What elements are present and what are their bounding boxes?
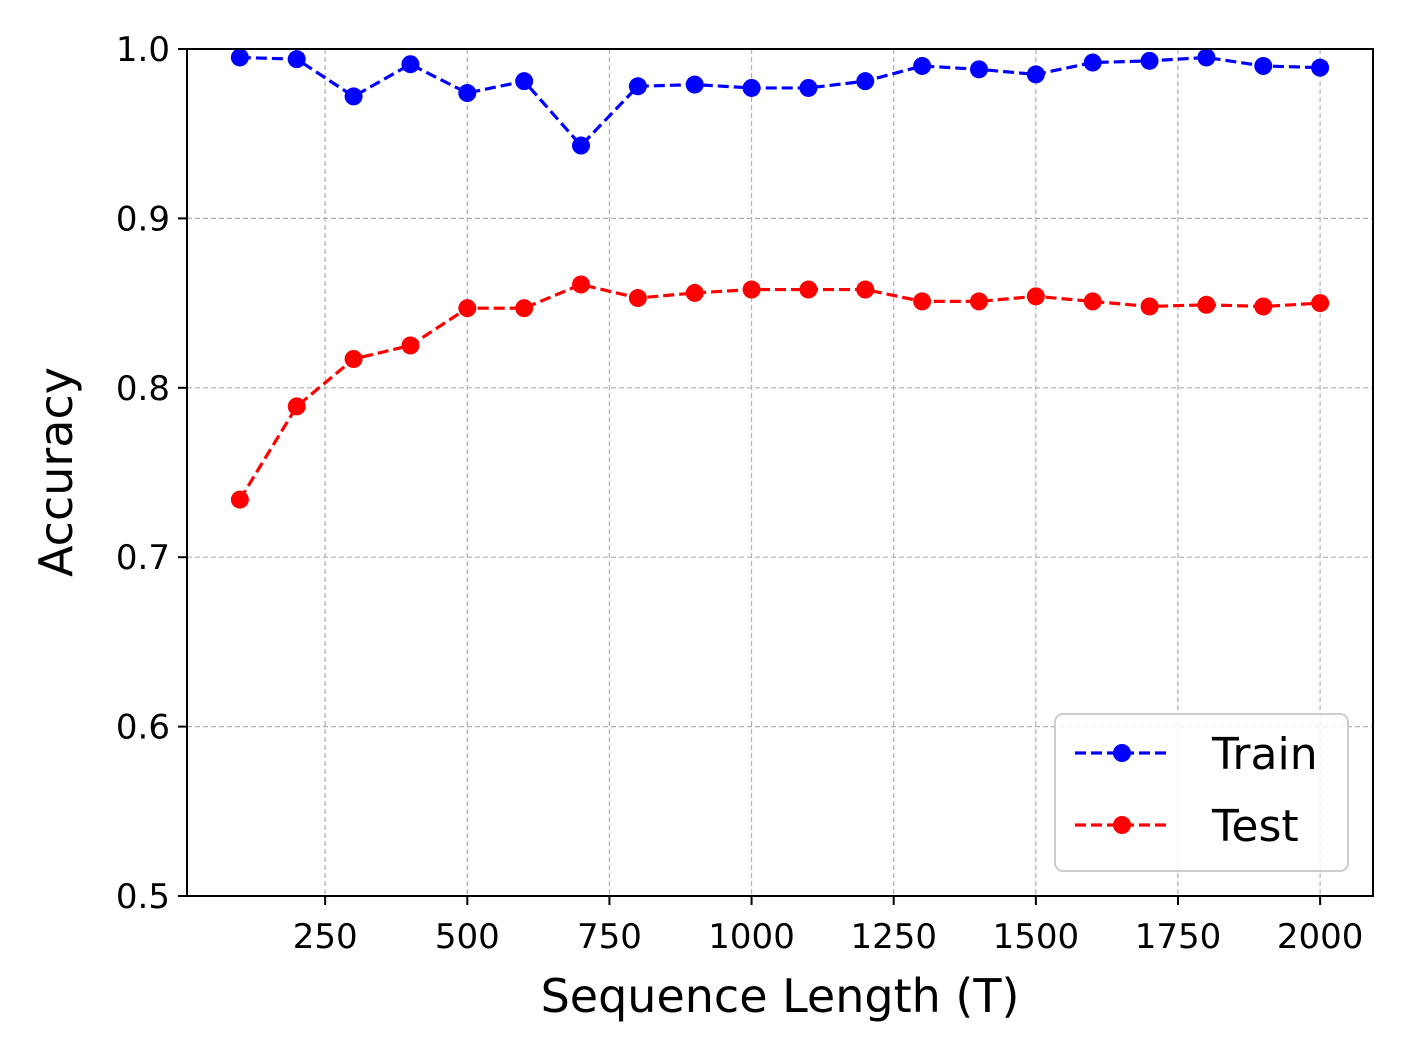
data-point-train — [458, 84, 477, 103]
y-tick-label: 0.5 — [116, 877, 170, 917]
data-point-test — [458, 299, 477, 318]
data-point-test — [572, 275, 591, 294]
data-point-train — [1197, 48, 1216, 67]
data-point-train — [856, 72, 875, 91]
data-point-train — [628, 77, 647, 96]
data-point-train — [1254, 56, 1273, 75]
data-point-test — [1140, 297, 1159, 316]
x-tick-label: 1500 — [993, 917, 1080, 957]
data-point-test — [1026, 287, 1045, 306]
data-point-train — [742, 78, 761, 97]
data-point-train — [1140, 51, 1159, 70]
x-tick-label: 1000 — [708, 917, 795, 957]
x-tick-label: 1750 — [1135, 917, 1222, 957]
x-tick-label: 250 — [293, 917, 358, 957]
x-tick-label: 2000 — [1277, 917, 1364, 957]
series-line-train — [239, 55, 1321, 148]
y-tick-label: 0.7 — [116, 538, 170, 578]
legend-item-train: Train — [1075, 729, 1318, 780]
series-test — [230, 275, 1330, 509]
legend-item-test: Test — [1075, 801, 1299, 852]
series-layer — [230, 48, 1330, 509]
plot-frame — [186, 48, 1374, 897]
data-point-test — [1254, 297, 1273, 316]
data-point-train — [572, 136, 591, 155]
legend-swatch-marker — [1113, 744, 1131, 762]
x-axis-label: Sequence Length (T) — [541, 969, 1020, 1023]
legend: Train Test — [1054, 713, 1349, 872]
data-point-test — [515, 299, 534, 318]
data-point-test — [401, 336, 420, 355]
legend-label: Test — [1211, 801, 1299, 852]
data-point-test — [913, 292, 932, 311]
data-point-train — [969, 60, 988, 79]
data-point-train — [287, 50, 306, 69]
data-point-test — [856, 280, 875, 299]
data-point-test — [969, 292, 988, 311]
data-point-train — [344, 87, 363, 106]
y-tick-label: 1.0 — [116, 30, 170, 70]
data-point-test — [742, 280, 761, 299]
data-point-test — [685, 283, 704, 302]
data-point-train — [1083, 53, 1102, 72]
data-point-test — [1311, 294, 1330, 313]
x-tick-label: 1250 — [850, 917, 937, 957]
data-point-test — [628, 289, 647, 308]
data-point-test — [799, 280, 818, 299]
series-line-test — [238, 282, 1321, 501]
legend-label: Train — [1211, 729, 1318, 780]
data-point-test — [1083, 292, 1102, 311]
data-point-train — [230, 48, 249, 67]
x-tick-label: 500 — [435, 917, 500, 957]
data-point-test — [344, 350, 363, 369]
y-tick-label: 0.6 — [116, 708, 170, 748]
data-point-train — [1026, 65, 1045, 84]
data-point-train — [685, 75, 704, 94]
data-point-train — [401, 55, 420, 74]
x-tick-label: 750 — [577, 917, 642, 957]
y-axis-label: Accuracy — [29, 367, 83, 577]
data-point-test — [1197, 295, 1216, 314]
axis-ticks: 250 500 750 1000 1250 1500 1750 2000 0.5 0.6 0.7 0.… — [116, 30, 1363, 957]
series-train — [230, 48, 1330, 155]
data-point-train — [1311, 58, 1330, 77]
legend-swatch-marker — [1113, 816, 1131, 834]
data-point-train — [913, 56, 932, 75]
data-point-test — [230, 490, 249, 509]
data-point-train — [799, 78, 818, 97]
data-point-train — [515, 72, 534, 91]
y-tick-label: 0.9 — [116, 199, 170, 239]
y-tick-label: 0.8 — [116, 369, 170, 409]
data-point-test — [287, 397, 306, 416]
